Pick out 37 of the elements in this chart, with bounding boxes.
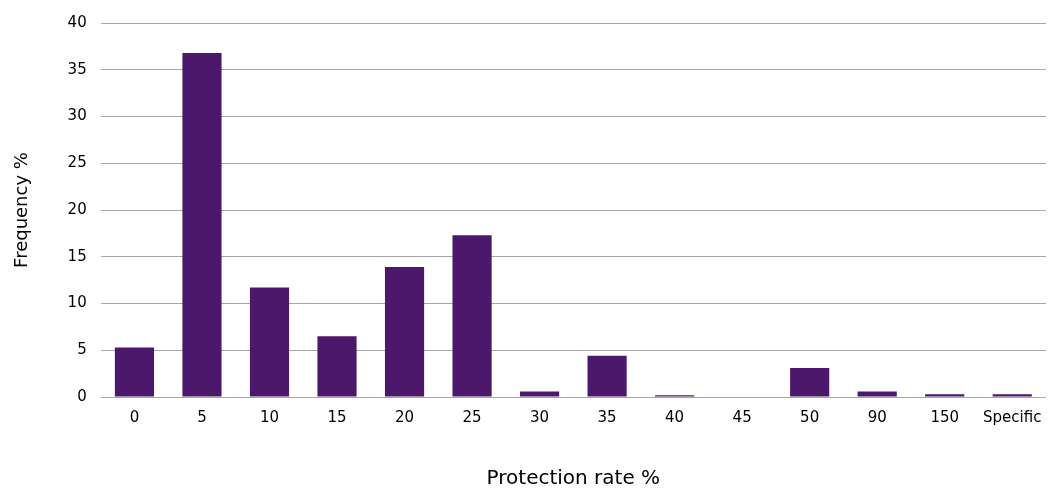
y-axis-title: Frequency % [10,152,32,268]
y-tick-label: 0 [77,386,87,405]
x-tick-label: 10 [259,407,280,426]
x-tick-label: 150 [930,407,960,426]
y-tick-label: 5 [77,340,87,359]
x-tick-label: 50 [800,407,820,426]
x-tick-label: 90 [867,407,887,426]
x-tick-label: 20 [394,407,415,426]
x-tick-label: 25 [462,407,482,426]
x-tick-label: 45 [732,407,752,426]
x-tick-label: 15 [327,407,347,426]
x-axis-title: Protection rate % [486,465,661,490]
y-tick-label: 20 [67,199,87,218]
x-tick-label: Specific [983,407,1042,426]
y-tick-label: 35 [67,59,87,78]
y-tick-label: 10 [67,293,87,312]
x-tick-label: 0 [129,407,140,426]
bar [182,52,222,397]
bar [992,394,1032,397]
bar [452,235,492,397]
y-tick-label: 15 [67,246,87,265]
bar [249,287,290,397]
bar [790,368,830,397]
y-tick-label: 25 [67,153,87,172]
y-tick-label: 30 [67,106,87,125]
bar [317,336,357,397]
x-tick-label: 5 [197,407,207,426]
bar [384,267,425,397]
x-tick-label: 35 [597,407,617,426]
bar [114,347,155,397]
bar [520,391,560,397]
bar [925,394,965,397]
x-tick-label: 30 [530,407,550,426]
bar [857,391,897,397]
x-tick-label: 40 [665,407,685,426]
y-tick-label: 40 [67,12,87,31]
bar [587,355,627,397]
